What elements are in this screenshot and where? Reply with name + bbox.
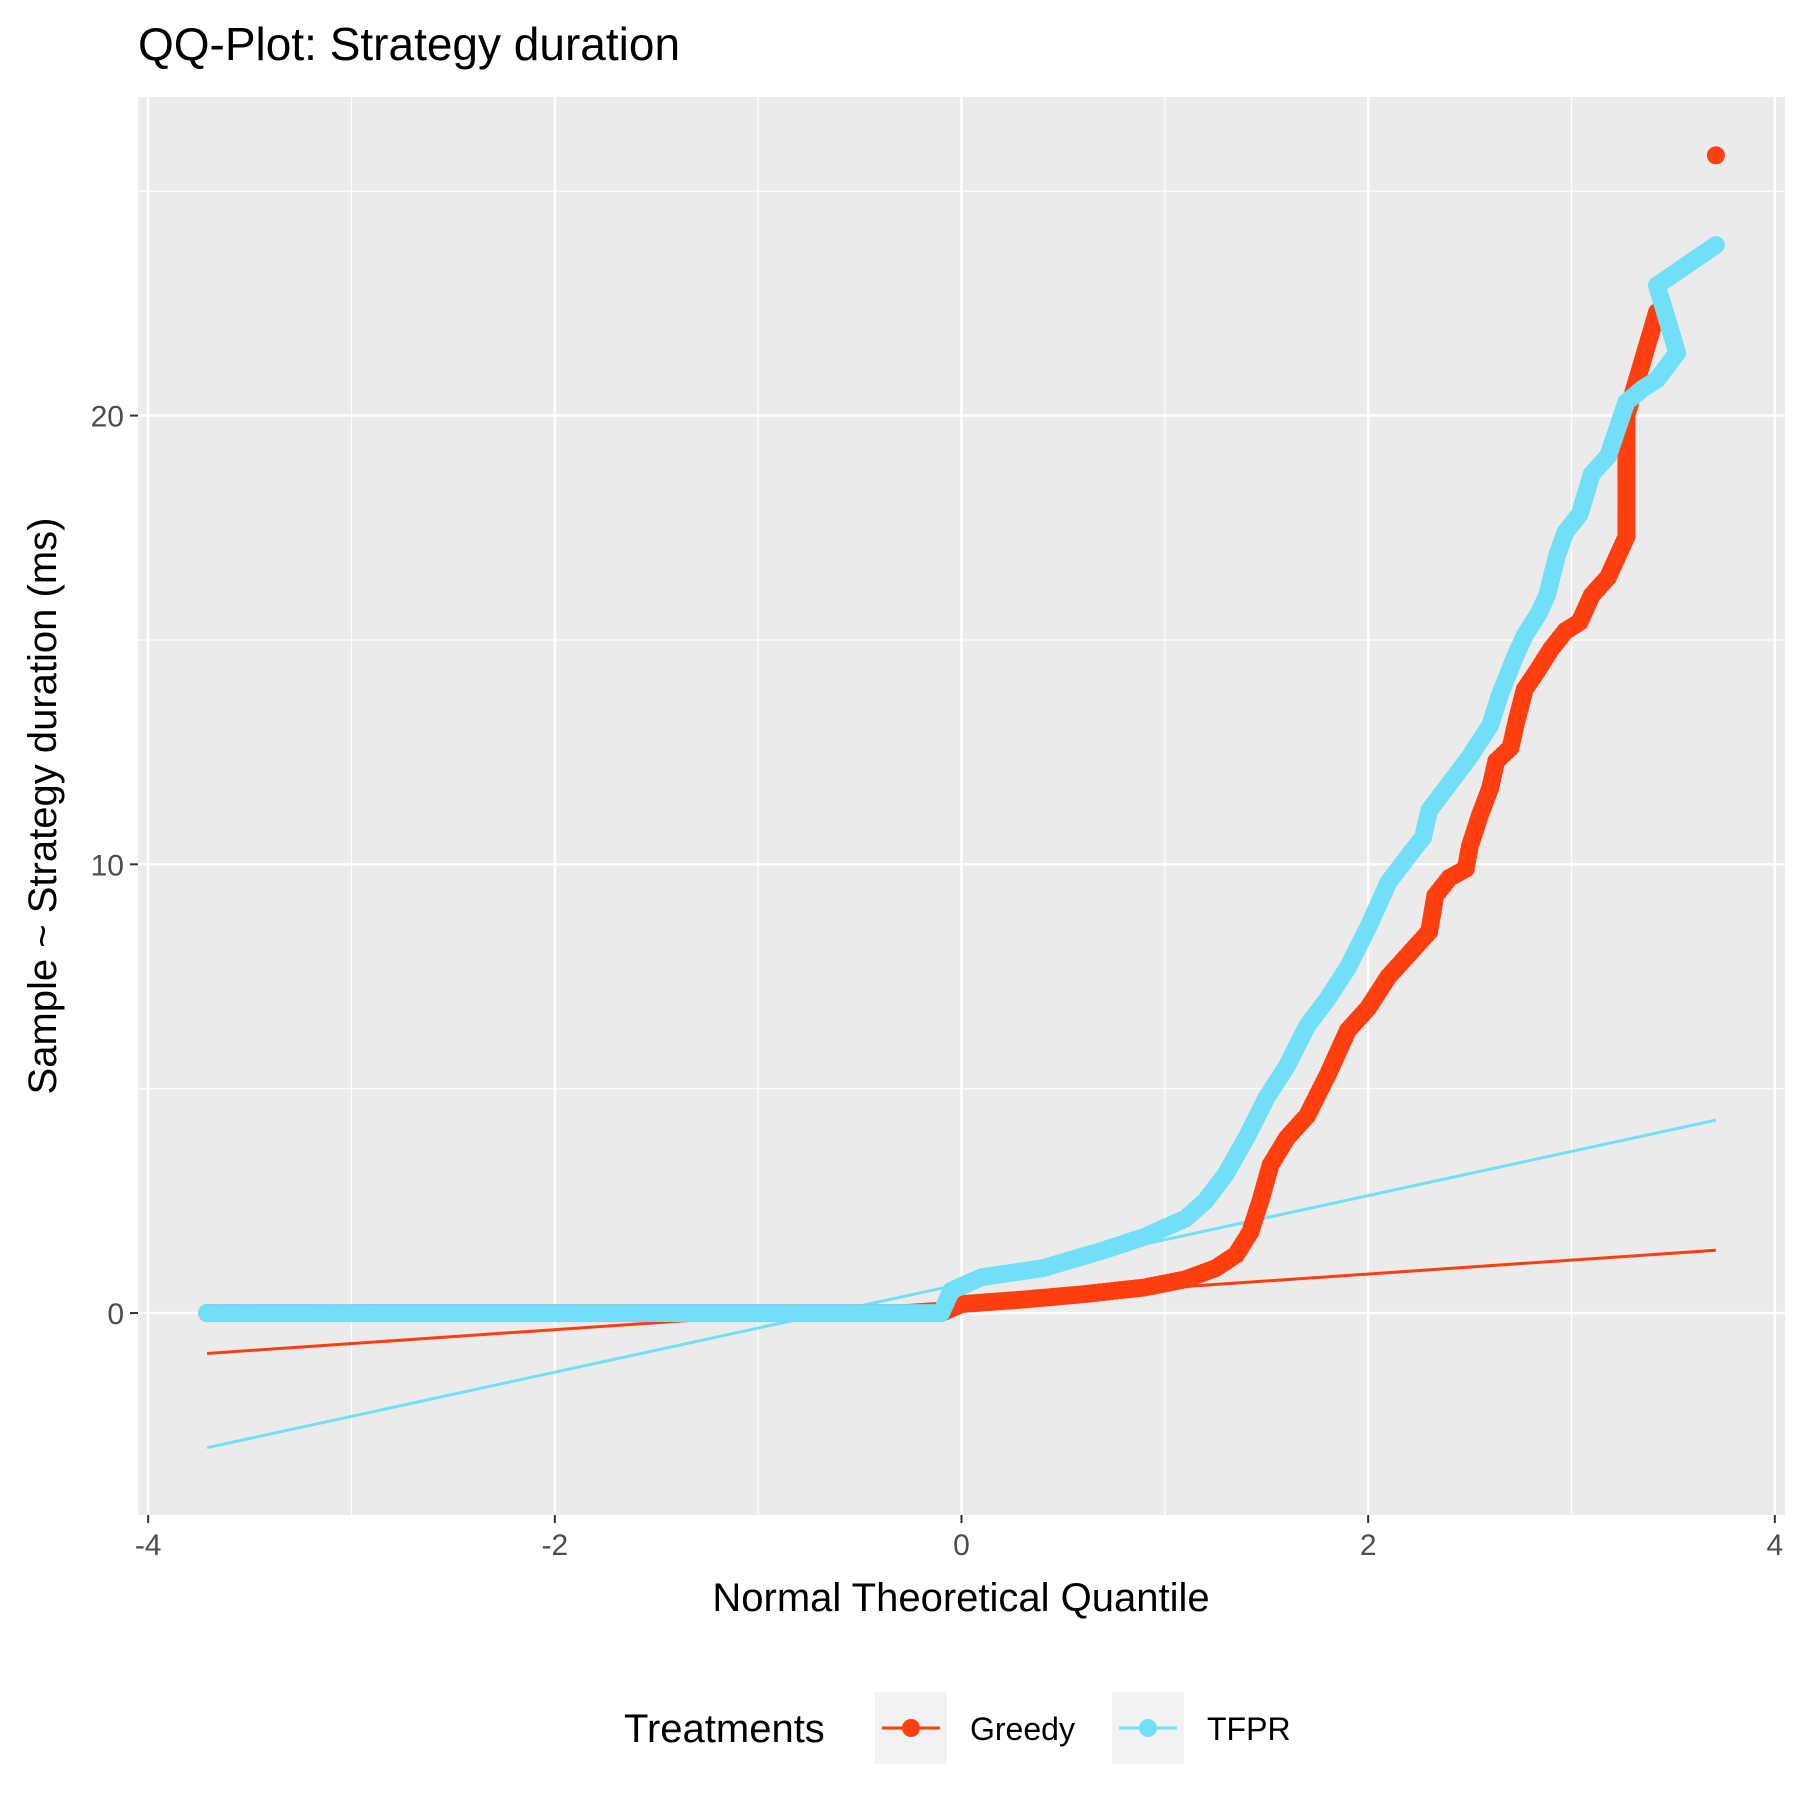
x-tick-label: -4 (135, 1529, 162, 1562)
legend-label-tfpr: TFPR (1207, 1711, 1291, 1747)
x-tick-label: 4 (1766, 1529, 1783, 1562)
data-points (198, 146, 1725, 1323)
y-tick-label: 10 (91, 849, 124, 882)
x-axis-title: Normal Theoretical Quantile (712, 1576, 1209, 1620)
chart-title: QQ-Plot: Strategy duration (138, 18, 680, 70)
x-tick-label: -2 (541, 1529, 568, 1562)
y-tick-label: 20 (91, 401, 124, 434)
y-tick-label: 0 (107, 1298, 124, 1331)
point-greedy (1706, 146, 1725, 165)
x-tick-label: 0 (953, 1529, 970, 1562)
legend-label-greedy: Greedy (970, 1711, 1075, 1747)
legend-title: Treatments (624, 1707, 825, 1751)
axis-ticks (130, 414, 1776, 1523)
y-axis-title: Sample ~ Strategy duration (ms) (21, 518, 65, 1095)
point-tfpr (1706, 236, 1725, 255)
x-tick-label: 2 (1360, 1529, 1377, 1562)
tick-labels: -4 -2 0 2 4 0 10 20 (91, 401, 1784, 1562)
legend-point-tfpr (1139, 1719, 1157, 1737)
legend-point-greedy (902, 1719, 920, 1737)
legend: Treatments Greedy TFPR (624, 1692, 1291, 1764)
